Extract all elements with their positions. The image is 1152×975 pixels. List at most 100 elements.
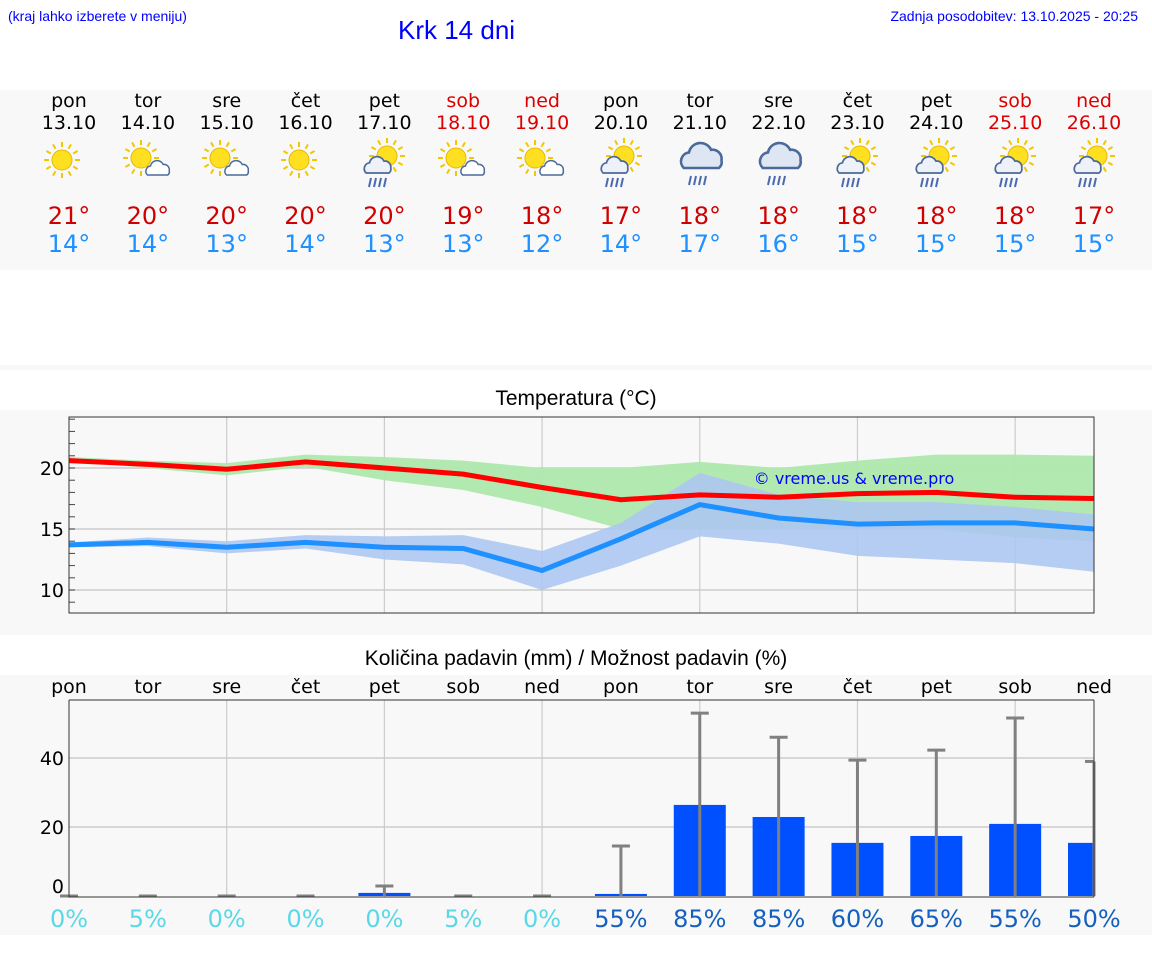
day-date: 25.10 [987, 112, 1043, 134]
precip-day-label: sob [446, 676, 480, 698]
day-name: tor [134, 90, 162, 112]
min-temp: 17° [678, 230, 722, 258]
temp-min-line [68, 502, 1095, 574]
day-name: sob [998, 90, 1032, 112]
min-temp: 15° [993, 230, 1037, 258]
max-temp: 20° [126, 202, 170, 230]
day-column: ned 26.10 17° 15° [1055, 90, 1133, 258]
temp-plot-frame [68, 416, 1095, 614]
precip-ytick-label: 0 [52, 876, 64, 898]
last-update: Zadnja posodobitev: 13.10.2025 - 20:25 [890, 8, 1138, 24]
day-date: 13.10 [41, 112, 97, 134]
sun-cloud-icon [122, 140, 170, 176]
cloud-rain-icon [679, 141, 723, 186]
sun-cloud-icon [517, 140, 565, 176]
temp-ytick-label: 15 [40, 519, 64, 541]
sun-cloud-rain-icon [600, 138, 642, 188]
precip-ytick-label: 40 [40, 748, 64, 770]
day-name: pet [368, 90, 400, 112]
sun-cloud-rain-icon [915, 138, 958, 188]
day-column: sob 18.10 19° 13° [424, 90, 502, 258]
day-column: pet 24.10 18° 15° [897, 90, 975, 258]
divider [0, 365, 1152, 370]
precip-day-label: ned [524, 676, 560, 698]
precip-day-label: sre [764, 676, 793, 698]
min-temp: 16° [757, 230, 800, 258]
day-name: sre [212, 90, 242, 112]
sun-cloud-rain-icon [1073, 138, 1115, 188]
day-column: sre 15.10 20° 13° [188, 90, 266, 258]
precip-probability: 55% [594, 905, 647, 933]
precip-day-label: pet [369, 676, 400, 698]
day-column: sob 25.10 18° 15° [976, 90, 1054, 258]
day-name: ned [1076, 90, 1112, 112]
day-date: 14.10 [120, 112, 176, 134]
sun-icon [44, 142, 80, 178]
temp-ytick-label: 10 [40, 580, 64, 602]
min-temp: 13° [205, 230, 248, 258]
precip-probability: 60% [831, 905, 884, 933]
sun-icon [280, 142, 317, 178]
max-temp: 18° [678, 202, 722, 230]
sun-cloud-icon [438, 140, 486, 176]
precip-plot-frame [68, 699, 1094, 898]
day-column: tor 14.10 20° 14° [109, 90, 187, 258]
day-column: čet 23.10 18° 15° [818, 90, 896, 258]
min-temp: 14° [47, 230, 91, 258]
day-date: 26.10 [1066, 112, 1122, 134]
temperature-chart-title: Temperatura (°C) [495, 387, 657, 410]
min-temp: 15° [1072, 230, 1116, 258]
precip-probability: 0% [365, 905, 403, 933]
precip-day-label: pet [921, 676, 952, 698]
min-temp: 15° [836, 230, 879, 258]
day-date: 19.10 [514, 112, 570, 134]
day-name: pon [51, 90, 87, 112]
max-temp: 18° [757, 202, 800, 230]
day-date: 18.10 [436, 112, 491, 134]
min-temp: 14° [599, 230, 643, 258]
location-hint: (kraj lahko izberete v meniju) [8, 8, 187, 24]
precip-day-label: čet [291, 676, 321, 698]
day-name: sre [764, 90, 794, 112]
max-temp: 18° [836, 202, 879, 230]
day-name: sob [446, 90, 481, 112]
sun-cloud-rain-icon [836, 138, 879, 188]
day-column: ned 19.10 18° 12° [503, 90, 581, 258]
precip-day-label: sre [212, 676, 241, 698]
temp-ytick-label: 20 [40, 458, 64, 480]
min-temp: 13° [363, 230, 406, 258]
day-date: 20.10 [593, 112, 649, 134]
precip-chart-title: Količina padavin (mm) / Možnost padavin … [364, 647, 788, 670]
precip-probability: 0% [286, 905, 324, 933]
precip-probability: 0% [523, 905, 561, 933]
cloud-rain-icon [758, 141, 802, 186]
precip-day-label: tor [686, 676, 713, 698]
day-column: čet 16.10 20° 14° [267, 90, 345, 258]
precip-probability: 5% [129, 905, 167, 933]
day-column: sre 22.10 18° 16° [740, 90, 818, 258]
precip-probability: 85% [752, 905, 805, 933]
min-temp: 12° [520, 230, 564, 258]
max-temp: 19° [441, 202, 485, 230]
temp-max-line [68, 458, 1095, 503]
max-temp: 20° [205, 202, 248, 230]
max-temp: 21° [47, 202, 91, 230]
precip-probability: 0% [208, 905, 246, 933]
day-name: čet [842, 90, 873, 112]
day-column: tor 21.10 18° 17° [661, 90, 739, 258]
day-date: 15.10 [199, 112, 254, 134]
day-name: tor [686, 90, 714, 112]
page-title: Krk 14 dni [398, 15, 516, 45]
day-date: 16.10 [278, 112, 333, 134]
day-date: 22.10 [751, 112, 806, 134]
max-temp: 17° [1072, 202, 1116, 230]
day-column: pet 17.10 20° 13° [345, 90, 423, 258]
day-name: pon [603, 90, 639, 112]
precip-ytick-label: 20 [40, 817, 64, 839]
precip-day-label: pon [603, 676, 639, 698]
day-name: pet [920, 90, 952, 112]
day-column: pon 13.10 21° 14° [30, 90, 108, 258]
max-temp: 18° [915, 202, 958, 230]
day-name: ned [524, 90, 560, 112]
